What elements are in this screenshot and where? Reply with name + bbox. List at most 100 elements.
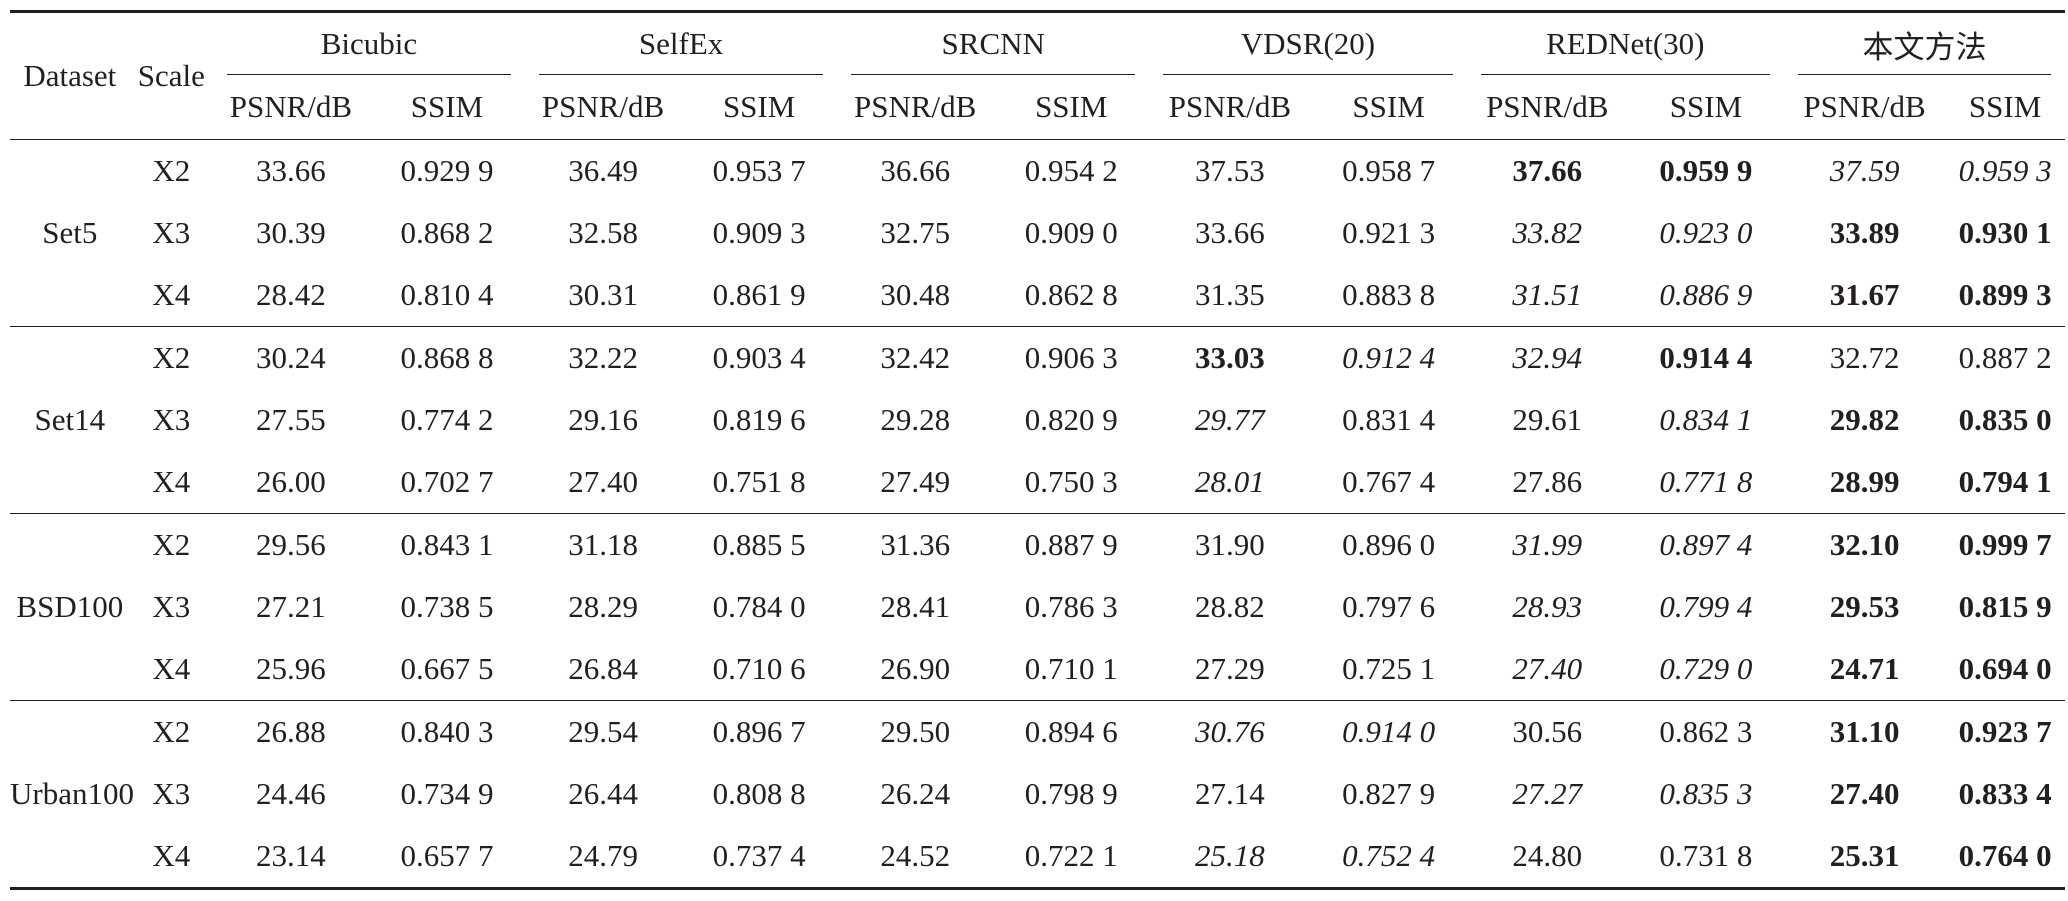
table-row: X4 23.14 0.657 7 24.79 0.737 4 24.52 0.722 1 25…: [10, 825, 2065, 890]
dataset-cell: Set5: [42, 215, 98, 250]
psnr-value-cell: 31.51: [1512, 277, 1583, 312]
subheader-psnr: PSNR/dB: [1149, 75, 1311, 140]
psnr-value-cell: 28.42: [256, 277, 326, 312]
ssim-value-cell: 0.808 8: [712, 776, 806, 811]
psnr-value-cell: 33.89: [1829, 215, 1900, 250]
psnr-value-cell: 29.82: [1829, 402, 1900, 437]
psnr-value-cell: 31.90: [1149, 513, 1311, 576]
ssim-value-cell: 0.929 9: [400, 153, 494, 188]
ssim-value-cell: 0.786 3: [1024, 589, 1118, 624]
table-row: BSD100 X2 29.56 0.843 1 31.18 0.885 5 31.36 0.8…: [10, 513, 2065, 701]
ssim-value-cell: 0.731 8: [1627, 825, 1784, 890]
ssim-value-cell: 0.923 7: [1945, 700, 2065, 763]
psnr-value-cell: 24.79: [525, 825, 682, 890]
psnr-value-cell: 27.40: [1829, 776, 1900, 811]
table-row: X3 24.46 0.734 9 26.44 0.808 8 26.24 0.798 9 27…: [10, 763, 2065, 825]
psnr-value-cell: 31.35: [1195, 277, 1265, 312]
ssim-value-cell: 0.894 6: [993, 700, 1150, 763]
psnr-value-cell: 37.53: [1195, 153, 1265, 188]
ssim-value-cell: 0.738 5: [400, 589, 494, 624]
psnr-value-cell: 29.53: [1829, 589, 1900, 624]
ssim-value-cell: 0.833 4: [1958, 776, 2052, 811]
scale-cell: X4: [152, 651, 191, 686]
ssim-value-cell: 0.930 1: [1958, 215, 2052, 250]
scale-cell: X3: [152, 215, 191, 250]
ssim-value-cell: 0.886 9: [1659, 277, 1753, 312]
subheader-ssim: SSIM: [681, 75, 838, 140]
ssim-value-cell: 0.906 3: [993, 326, 1150, 389]
header-method-srcnn: SRCNN: [837, 10, 1150, 75]
ssim-value-cell: 0.921 3: [1342, 215, 1436, 250]
table-row: X4 25.96 0.667 5 26.84 0.710 6 26.90 0.710 1 27…: [10, 638, 2065, 701]
psnr-value-cell: 30.31: [568, 277, 638, 312]
psnr-value-cell: 32.75: [880, 215, 951, 250]
ssim-value-cell: 0.897 4: [1627, 513, 1784, 576]
subheader-psnr: PSNR/dB: [837, 75, 994, 140]
dataset-cell: BSD100: [10, 513, 130, 701]
scale-cell: X4: [129, 825, 213, 890]
table-row: Set14 X2 30.24 0.868 8 32.22 0.903 4 32.42 0.90…: [10, 326, 2065, 514]
psnr-value-cell: 33.03: [1149, 326, 1311, 389]
ssim-value-cell: 0.959 3: [1958, 153, 2052, 188]
psnr-value-cell: 31.18: [525, 513, 682, 576]
ssim-value-cell: 0.819 6: [712, 402, 806, 437]
psnr-value-cell: 26.88: [212, 700, 369, 763]
psnr-value-cell: 27.86: [1512, 464, 1583, 499]
psnr-value-cell: 29.77: [1195, 402, 1265, 437]
psnr-value-cell: 32.94: [1466, 326, 1628, 389]
psnr-value-cell: 32.10: [1783, 513, 1946, 576]
psnr-value-cell: 29.54: [525, 700, 682, 763]
ssim-value-cell: 0.923 0: [1659, 215, 1753, 250]
subheader-ssim: SSIM: [1310, 75, 1467, 140]
subheader-psnr: PSNR/dB: [525, 75, 682, 140]
ssim-value-cell: 0.899 3: [1958, 277, 2052, 312]
psnr-value-cell: 32.22: [525, 326, 682, 389]
header-method-rednet: REDNet(30): [1466, 10, 1784, 75]
psnr-value-cell: 26.24: [880, 776, 951, 811]
ssim-value-cell: 0.909 0: [1024, 215, 1118, 250]
psnr-value-cell: 28.82: [1195, 589, 1265, 624]
table-row: X3 27.21 0.738 5 28.29 0.784 0 28.41 0.786 3 28…: [10, 576, 2065, 638]
psnr-value-cell: 27.21: [256, 589, 326, 624]
ssim-value-cell: 0.827 9: [1342, 776, 1436, 811]
psnr-value-cell: 28.29: [568, 589, 638, 624]
psnr-value-cell: 32.58: [568, 215, 638, 250]
psnr-value-cell: 26.44: [568, 776, 638, 811]
results-table-container: Dataset Scale Bicubic SelfEx SRCNN VDSR(…: [10, 10, 2065, 890]
ssim-value-cell: 0.843 1: [368, 513, 526, 576]
psnr-value-cell: 31.36: [837, 513, 994, 576]
psnr-value-cell: 31.10: [1783, 700, 1946, 763]
scale-cell: X2: [129, 326, 213, 389]
header-method-bicubic: Bicubic: [212, 10, 526, 75]
table-row: Urban100 X2 26.88 0.840 3 29.54 0.896 7 29.50 0…: [10, 700, 2065, 890]
psnr-value-cell: 29.50: [837, 700, 994, 763]
ssim-value-cell: 0.667 5: [400, 651, 494, 686]
psnr-value-cell: 29.16: [568, 402, 638, 437]
psnr-value-cell: 32.42: [837, 326, 994, 389]
subheader-psnr: PSNR/dB: [1466, 75, 1628, 140]
psnr-value-cell: 28.41: [880, 589, 951, 624]
ssim-value-cell: 0.722 1: [993, 825, 1150, 890]
ssim-value-cell: 0.798 9: [1024, 776, 1118, 811]
scale-cell: X2: [152, 153, 191, 188]
ssim-value-cell: 0.694 0: [1958, 651, 2052, 686]
psnr-value-cell: 24.52: [837, 825, 994, 890]
psnr-value-cell: 23.14: [212, 825, 369, 890]
scale-cell: X3: [152, 776, 191, 811]
table-body: Set5 X2 33.66 0.929 9 36.49 0.953 7 36.66 0.954…: [10, 140, 2065, 890]
ssim-value-cell: 0.657 7: [368, 825, 526, 890]
psnr-value-cell: 25.96: [256, 651, 326, 686]
ssim-value-cell: 0.914 0: [1310, 700, 1467, 763]
psnr-value-cell: 27.40: [1512, 651, 1583, 686]
header-method-vdsr: VDSR(20): [1149, 10, 1467, 75]
psnr-value-cell: 33.82: [1512, 215, 1583, 250]
subheader-ssim: SSIM: [1945, 75, 2065, 140]
psnr-value-cell: 29.61: [1512, 402, 1583, 437]
psnr-value-cell: 27.27: [1512, 776, 1583, 811]
ssim-value-cell: 0.767 4: [1342, 464, 1436, 499]
ssim-value-cell: 0.794 1: [1958, 464, 2052, 499]
table-row: X3 27.55 0.774 2 29.16 0.819 6 29.28 0.820 9 29…: [10, 389, 2065, 451]
psnr-value-cell: 25.31: [1783, 825, 1946, 890]
subheader-ssim: SSIM: [1627, 75, 1784, 140]
ssim-value-cell: 0.835 0: [1958, 402, 2052, 437]
